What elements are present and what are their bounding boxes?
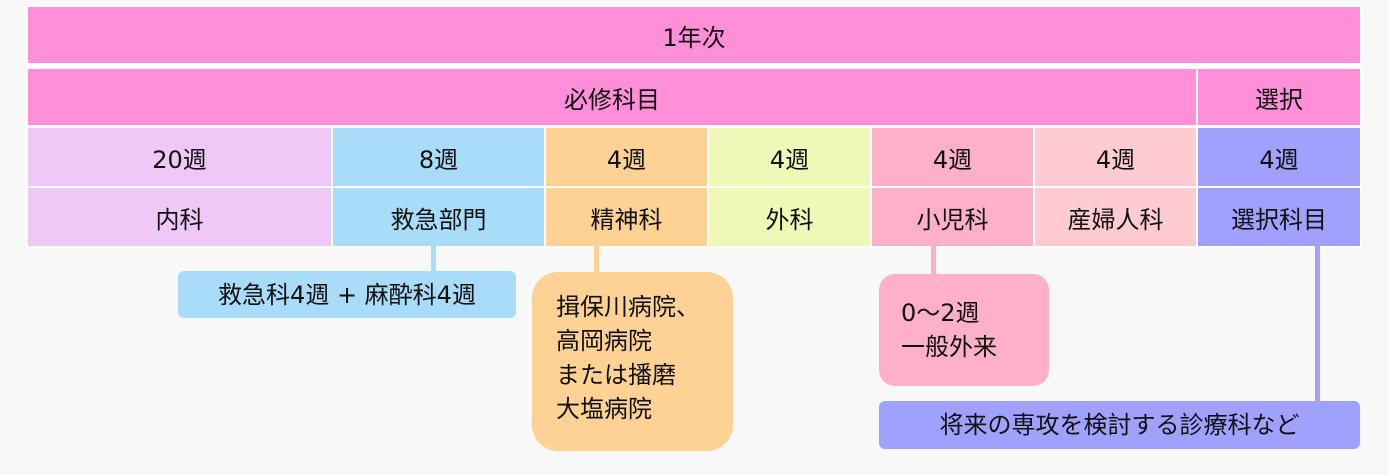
department-cell: 精神科 xyxy=(546,188,707,246)
note-line: 一般外来 xyxy=(901,333,997,361)
required-group-header: 必修科目 xyxy=(28,69,1196,125)
note-elective: 将来の専攻を検討する診療科など xyxy=(879,401,1360,449)
connector-line xyxy=(594,246,599,273)
year-header: 1年次 xyxy=(28,7,1360,63)
duration-cell: 8週 xyxy=(333,128,544,186)
department-cell: 外科 xyxy=(709,188,870,246)
department-cell: 産婦人科 xyxy=(1035,188,1196,246)
duration-cell: 20週 xyxy=(28,128,331,186)
note-pediatrics: 0〜2週 一般外来 xyxy=(879,274,1049,386)
connector-line xyxy=(431,246,436,272)
note-line: または播磨 xyxy=(556,361,676,389)
note-line: 0〜2週 xyxy=(901,299,980,327)
elective-group-header: 選択 xyxy=(1198,69,1360,125)
note-emergency: 救急科4週 + 麻酔科4週 xyxy=(178,271,516,318)
note-line: 大塩病院 xyxy=(556,395,652,423)
duration-cell: 4週 xyxy=(546,128,707,186)
department-cell: 救急部門 xyxy=(333,188,544,246)
duration-cell: 4週 xyxy=(1035,128,1196,186)
note-line: 高岡病院 xyxy=(556,327,652,355)
connector-line xyxy=(1315,246,1320,402)
department-cell: 小児科 xyxy=(872,188,1033,246)
duration-cell: 4週 xyxy=(872,128,1033,186)
department-cell: 内科 xyxy=(28,188,331,246)
duration-cell: 4週 xyxy=(709,128,870,186)
note-line: 揖保川病院、 xyxy=(556,293,700,321)
connector-line xyxy=(931,246,936,275)
duration-cell: 4週 xyxy=(1198,128,1360,186)
department-cell: 選択科目 xyxy=(1198,188,1360,246)
note-psychiatry: 揖保川病院、 高岡病院 または播磨 大塩病院 xyxy=(532,272,733,451)
